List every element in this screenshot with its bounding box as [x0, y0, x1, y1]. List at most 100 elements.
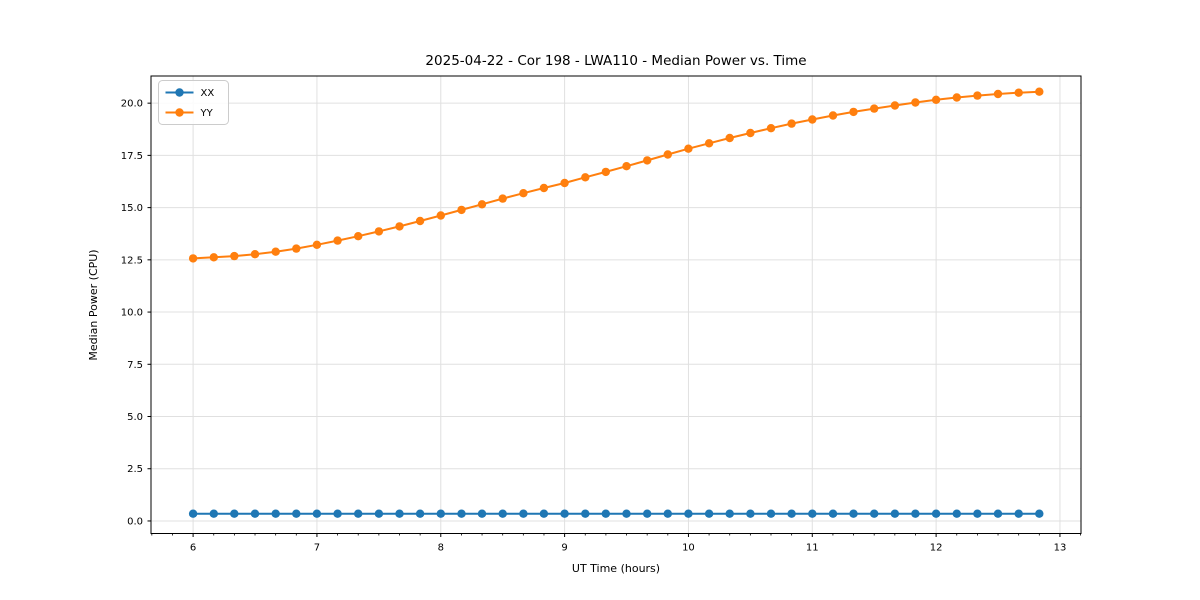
- data-point-xx: [911, 509, 920, 518]
- y-tick-label: 20.0: [121, 99, 143, 110]
- data-point-xx: [374, 509, 384, 518]
- data-point-xx: [539, 509, 549, 518]
- data-point-xx: [725, 509, 734, 518]
- data-point-yy: [395, 222, 404, 231]
- data-point-yy: [911, 98, 920, 107]
- series-layer: [188, 87, 1044, 518]
- x-tick-label: 13: [1054, 543, 1067, 554]
- data-point-yy: [849, 107, 858, 117]
- legend-entry-xx: XX: [165, 88, 214, 99]
- x-tick-label: 12: [930, 543, 943, 554]
- data-point-yy: [890, 101, 900, 110]
- data-point-xx: [952, 509, 961, 518]
- data-point-xx: [271, 509, 280, 518]
- data-point-xx: [746, 509, 755, 518]
- data-point-yy: [725, 133, 734, 143]
- y-tick-label: 0.0: [127, 516, 143, 527]
- series-line-yy: [193, 90, 1040, 260]
- data-point-yy: [704, 139, 714, 148]
- data-point-xx: [622, 509, 631, 518]
- data-point-xx: [993, 509, 1003, 518]
- data-point-yy: [931, 95, 941, 105]
- data-point-xx: [209, 509, 218, 518]
- x-tick-label: 9: [561, 543, 567, 554]
- data-point-xx: [808, 509, 817, 518]
- y-tick-label: 15.0: [121, 203, 143, 214]
- data-point-xx: [188, 509, 198, 518]
- data-point-xx: [581, 509, 590, 518]
- data-point-yy: [870, 104, 879, 113]
- data-point-yy: [601, 167, 610, 177]
- data-point-xx: [436, 509, 445, 518]
- legend: XX YY: [158, 80, 229, 125]
- data-point-xx: [973, 509, 982, 518]
- y-tick-label: 5.0: [127, 412, 143, 423]
- data-point-xx: [704, 509, 714, 518]
- y-tick-label: 10.0: [121, 308, 143, 319]
- data-point-xx: [890, 509, 900, 518]
- data-point-xx: [292, 509, 301, 518]
- x-axis-label: UT Time (hours): [572, 562, 660, 575]
- data-point-yy: [581, 173, 590, 182]
- data-point-xx: [684, 509, 693, 518]
- data-point-yy: [498, 194, 507, 203]
- y-tick-label: 2.5: [127, 464, 143, 475]
- data-point-yy: [684, 144, 693, 153]
- chart-title: 2025-04-22 - Cor 198 - LWA110 - Median P…: [425, 53, 806, 69]
- legend-entry-yy: YY: [165, 108, 214, 119]
- data-point-xx: [560, 509, 569, 518]
- data-point-yy: [250, 250, 260, 259]
- x-tick-label: 10: [682, 543, 695, 554]
- data-point-xx: [415, 509, 425, 518]
- data-point-yy: [828, 111, 838, 120]
- data-point-yy: [560, 178, 569, 188]
- legend-label-yy: YY: [200, 108, 214, 119]
- data-point-yy: [209, 253, 218, 262]
- data-point-yy: [1014, 88, 1023, 97]
- data-point-yy: [230, 251, 239, 261]
- data-point-yy: [993, 89, 1003, 99]
- y-tick-label: 17.5: [121, 151, 143, 162]
- y-tick-label: 7.5: [127, 360, 143, 371]
- data-point-xx: [498, 509, 507, 518]
- data-point-xx: [766, 509, 776, 518]
- data-point-xx: [395, 509, 404, 518]
- data-point-yy: [436, 211, 445, 220]
- axes-spines: [150, 75, 1082, 534]
- tick-layer: 6 7 8 9 10 11 12 13 0.0 2.5 5.0 7.5 10.0 12.5 15.0 17.5…: [121, 99, 1081, 554]
- data-point-yy: [808, 115, 817, 124]
- data-point-xx: [849, 509, 858, 518]
- y-axis-label: Median Power (CPU): [87, 249, 100, 360]
- data-point-xx: [312, 509, 322, 518]
- data-point-xx: [1035, 509, 1044, 518]
- data-point-xx: [230, 509, 239, 518]
- data-point-xx: [787, 509, 796, 518]
- data-point-xx: [354, 509, 363, 518]
- data-point-yy: [374, 227, 384, 236]
- data-point-xx: [870, 509, 879, 518]
- data-point-xx: [333, 509, 342, 518]
- data-point-yy: [271, 247, 280, 256]
- legend-marker-xx: [175, 88, 184, 97]
- data-point-xx: [519, 509, 528, 518]
- data-point-yy: [663, 150, 672, 159]
- x-tick-label: 6: [190, 543, 196, 554]
- data-point-xx: [663, 509, 672, 518]
- data-point-yy: [457, 205, 466, 215]
- data-point-yy: [643, 156, 652, 165]
- data-point-yy: [1035, 87, 1044, 96]
- data-point-yy: [787, 119, 796, 128]
- data-point-yy: [354, 232, 363, 241]
- data-point-yy: [292, 244, 301, 253]
- legend-marker-yy: [175, 108, 184, 117]
- data-point-xx: [601, 509, 610, 518]
- data-point-yy: [519, 189, 528, 198]
- data-point-yy: [312, 240, 322, 249]
- data-point-yy: [188, 254, 198, 263]
- data-point-xx: [457, 509, 466, 518]
- grid-layer: [151, 76, 1081, 534]
- data-point-xx: [1014, 509, 1023, 518]
- data-point-yy: [477, 200, 487, 209]
